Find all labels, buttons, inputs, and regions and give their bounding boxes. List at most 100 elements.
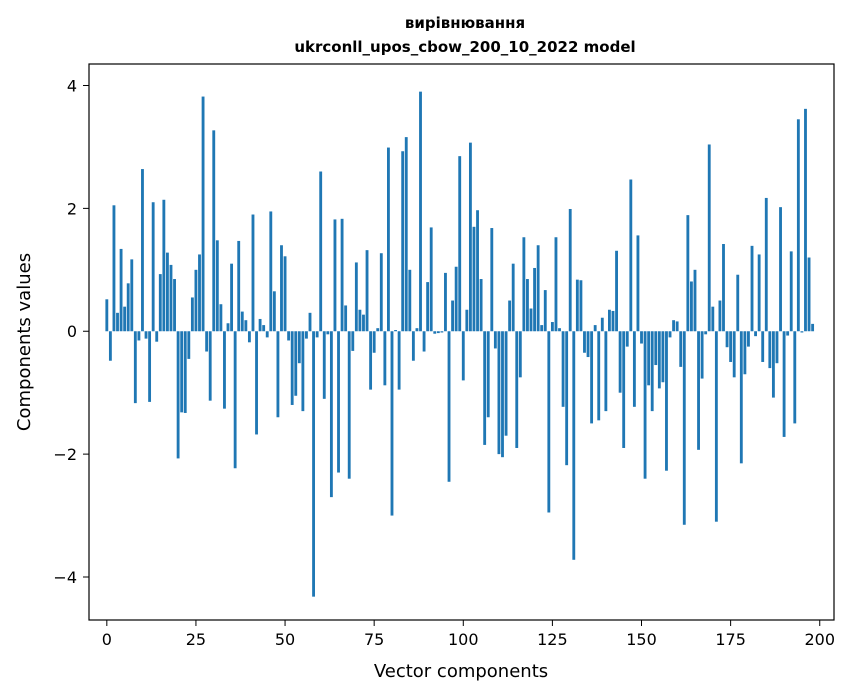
bar-36 (233, 331, 237, 469)
bar-167 (700, 331, 704, 379)
bar-43 (258, 318, 262, 332)
bar-179 (743, 331, 747, 375)
bar-19 (173, 279, 176, 332)
bar-119 (529, 308, 533, 332)
x-tick-label: 100 (448, 630, 479, 649)
bar-95 (444, 272, 447, 332)
bar-191 (786, 331, 790, 336)
bar-73 (365, 250, 369, 332)
bar-117 (522, 237, 526, 332)
bar-106 (483, 331, 487, 445)
bar-183 (757, 254, 761, 332)
bar-133 (579, 280, 583, 332)
bar-139 (600, 317, 604, 332)
bar-76 (376, 328, 380, 332)
bar-111 (501, 331, 504, 458)
y-axis-ticks: −4 −2 0 2 4 (53, 77, 89, 587)
y-tick-label: 4 (67, 77, 77, 96)
bar-89 (422, 331, 426, 352)
bar-141 (608, 309, 611, 332)
bar-172 (718, 300, 722, 332)
bar-146 (625, 331, 629, 347)
plot-frame (88, 63, 835, 621)
bar-129 (565, 331, 569, 466)
bar-178 (739, 331, 743, 464)
x-tick-label: 25 (186, 630, 206, 649)
bar-175 (729, 331, 733, 362)
bar-52 (290, 331, 294, 405)
y-tick-label: 2 (67, 199, 77, 218)
bar-192 (789, 251, 793, 332)
x-tick-label: 75 (364, 630, 384, 649)
bar-189 (779, 207, 782, 332)
bar-159 (672, 320, 676, 332)
bar-110 (497, 331, 501, 455)
bar-91 (429, 227, 433, 332)
bar-112 (504, 331, 508, 436)
bar-103 (472, 226, 476, 332)
bar-67 (344, 305, 348, 332)
bar-108 (490, 228, 494, 332)
bar-197 (807, 257, 811, 332)
bar-45 (265, 331, 269, 338)
bar-121 (536, 245, 540, 332)
bar-61 (322, 331, 326, 399)
bar-150 (640, 331, 643, 344)
bar-59 (315, 331, 319, 338)
bar-75 (372, 331, 376, 353)
bar-190 (782, 331, 786, 437)
bar-60 (319, 171, 323, 332)
y-axis-label: Components values (14, 253, 35, 431)
bar-173 (722, 244, 725, 332)
bar-180 (747, 331, 750, 347)
bar-9 (137, 331, 141, 341)
bar-10 (141, 169, 144, 332)
bar-160 (675, 321, 679, 332)
bar-50 (283, 256, 287, 332)
bar-6 (126, 283, 130, 332)
bar-38 (240, 311, 244, 332)
bar-105 (479, 279, 483, 332)
bar-161 (679, 331, 683, 367)
bar-132 (575, 279, 579, 332)
x-axis-label: Vector components (374, 661, 548, 682)
bar-125 (550, 322, 554, 332)
bar-149 (636, 235, 640, 332)
bar-170 (711, 306, 715, 332)
bar-22 (183, 331, 187, 413)
bar-154 (654, 331, 658, 366)
bar-13 (151, 202, 155, 332)
bar-29 (208, 331, 212, 401)
bar-123 (543, 290, 547, 332)
bar-5 (123, 306, 127, 332)
bar-130 (568, 208, 572, 332)
bar-120 (533, 267, 536, 332)
bar-49 (280, 245, 283, 332)
bar-79 (387, 147, 390, 332)
bar-168 (704, 331, 708, 335)
bar-7 (130, 259, 134, 332)
bar-84 (404, 137, 408, 332)
bar-96 (447, 331, 451, 482)
bar-71 (358, 309, 362, 332)
bar-39 (244, 320, 248, 332)
bar-188 (775, 331, 779, 364)
bar-27 (201, 96, 205, 332)
bar-148 (632, 331, 636, 407)
x-tick-label: 0 (102, 630, 112, 649)
bar-44 (262, 325, 266, 332)
bar-181 (750, 245, 754, 332)
x-tick-label: 200 (804, 630, 835, 649)
bar-35 (230, 263, 234, 332)
bar-158 (668, 331, 672, 338)
bar-166 (697, 331, 700, 450)
bar-85 (408, 269, 412, 332)
bar-81 (394, 330, 397, 332)
bar-1 (108, 331, 112, 361)
bar-163 (686, 215, 690, 332)
bar-138 (597, 331, 601, 421)
bar-15 (158, 274, 162, 332)
bar-99 (458, 156, 462, 332)
bar-17 (166, 252, 169, 332)
